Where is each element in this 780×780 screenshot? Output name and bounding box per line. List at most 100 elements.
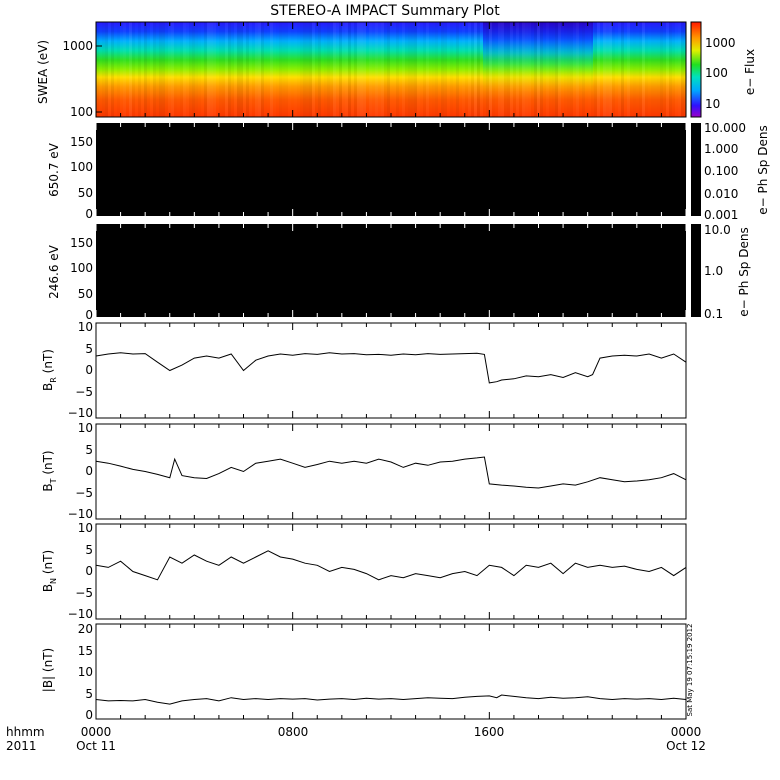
swea-texture-stripe <box>582 22 585 117</box>
swea-texture-stripe <box>276 22 279 117</box>
swea-texture-stripe <box>681 22 684 117</box>
swea-texture-stripe <box>192 22 195 117</box>
pad650-ytick-100: 100 <box>70 160 93 174</box>
swea-texture-stripe <box>255 22 258 117</box>
swea-cb-tick-100: 100 <box>705 66 728 80</box>
br-ylabel-sub: R <box>49 377 58 383</box>
swea-cb-tick-1000: 1000 <box>705 36 736 50</box>
swea-texture-stripe <box>219 22 222 117</box>
pad246-colorbar <box>691 224 701 317</box>
swea-texture-stripe <box>225 22 228 117</box>
x-axis-label-top: hhmm <box>6 725 45 739</box>
bn-ytick-10: 10 <box>78 521 93 535</box>
swea-texture-stripe <box>213 22 216 117</box>
swea-texture-stripe <box>621 22 624 117</box>
swea-texture-stripe <box>606 22 609 117</box>
swea-texture-stripe <box>204 22 207 117</box>
panel-br: 10 5 0 −5 −10 BR (nT) <box>41 320 687 420</box>
swea-texture-stripe <box>345 22 348 117</box>
swea-texture-stripe <box>597 22 600 117</box>
swea-texture-stripe <box>651 22 654 117</box>
swea-texture-stripe <box>543 22 546 117</box>
swea-texture-stripe <box>267 22 270 117</box>
swea-texture-stripe <box>360 22 363 117</box>
swea-texture-stripe <box>102 22 105 117</box>
swea-texture-stripe <box>594 22 597 117</box>
swea-texture-stripe <box>576 22 579 117</box>
swea-texture-stripe <box>528 22 531 117</box>
swea-texture-stripe <box>438 22 441 117</box>
swea-texture-stripe <box>285 22 288 117</box>
swea-texture-stripe <box>498 22 501 117</box>
pad246-cb-tick-1: 1.0 <box>704 264 723 278</box>
swea-texture-stripe <box>618 22 621 117</box>
swea-texture-stripe <box>459 22 462 117</box>
swea-texture-stripe <box>114 22 117 117</box>
bn-ylabel-main: B <box>41 584 55 592</box>
pad650-ylabel: 650.7 eV <box>47 142 61 197</box>
pad650-cb-tick-0001: 0.001 <box>704 208 738 222</box>
bt-ytick-0: 0 <box>85 464 93 478</box>
swea-texture-stripe <box>312 22 315 117</box>
bn-ylabel: BN (nT) <box>41 550 58 592</box>
swea-flux-dip <box>483 22 593 92</box>
bn-ytick-5: 5 <box>85 543 93 557</box>
bn-ylabel-unit: (nT) <box>41 550 55 578</box>
swea-texture-stripe <box>381 22 384 117</box>
swea-texture-stripe <box>432 22 435 117</box>
br-ytick-5: 5 <box>85 342 93 356</box>
swea-texture-stripe <box>138 22 141 117</box>
swea-texture-stripe <box>408 22 411 117</box>
swea-texture-stripe <box>234 22 237 117</box>
swea-texture-stripe <box>519 22 522 117</box>
swea-texture-stripe <box>168 22 171 117</box>
swea-texture-stripe <box>435 22 438 117</box>
swea-texture-stripe <box>141 22 144 117</box>
trace-bmag <box>95 694 687 705</box>
swea-texture-stripe <box>483 22 486 117</box>
swea-texture-stripe <box>111 22 114 117</box>
trace-br <box>95 352 687 384</box>
swea-texture-stripe <box>447 22 450 117</box>
swea-texture-stripe <box>171 22 174 117</box>
swea-texture-stripe <box>222 22 225 117</box>
swea-texture-stripe <box>675 22 678 117</box>
swea-texture-stripe <box>654 22 657 117</box>
br-ytick-m5: −5 <box>75 385 93 399</box>
swea-texture-stripe <box>201 22 204 117</box>
swea-texture-stripe <box>231 22 234 117</box>
bt-ylabel-unit: (nT) <box>41 450 55 478</box>
swea-texture-stripe <box>669 22 672 117</box>
swea-texture-stripe <box>510 22 513 117</box>
swea-texture-stripe <box>645 22 648 117</box>
swea-texture-stripe <box>420 22 423 117</box>
swea-texture-stripe <box>135 22 138 117</box>
plot-timestamp: Sat May 19 07:15:19 2012 <box>686 623 694 716</box>
swea-texture-stripe <box>252 22 255 117</box>
trace-bn <box>95 550 687 581</box>
swea-texture-stripe <box>207 22 210 117</box>
swea-texture-stripe <box>513 22 516 117</box>
pad246-ylabel: 246.6 eV <box>47 244 61 299</box>
swea-texture-stripe <box>549 22 552 117</box>
swea-texture-stripe <box>120 22 123 117</box>
swea-texture-stripe <box>573 22 576 117</box>
x-tick-marks <box>95 22 687 719</box>
br-ytick-10: 10 <box>78 320 93 334</box>
swea-texture-stripe <box>456 22 459 117</box>
swea-texture-stripe <box>411 22 414 117</box>
swea-texture-stripe <box>678 22 681 117</box>
swea-texture-stripe <box>282 22 285 117</box>
swea-ytick-1000: 1000 <box>62 39 93 53</box>
swea-texture-stripe <box>540 22 543 117</box>
swea-texture-stripe <box>354 22 357 117</box>
swea-texture-stripe <box>216 22 219 117</box>
swea-texture-stripe <box>327 22 330 117</box>
swea-texture-stripe <box>570 22 573 117</box>
swea-texture-stripe <box>210 22 213 117</box>
bmag-ytick-15: 15 <box>78 644 93 658</box>
bt-ylabel: BT (nT) <box>41 450 58 491</box>
swea-texture-stripe <box>144 22 147 117</box>
br-ylabel-main: B <box>41 383 55 391</box>
